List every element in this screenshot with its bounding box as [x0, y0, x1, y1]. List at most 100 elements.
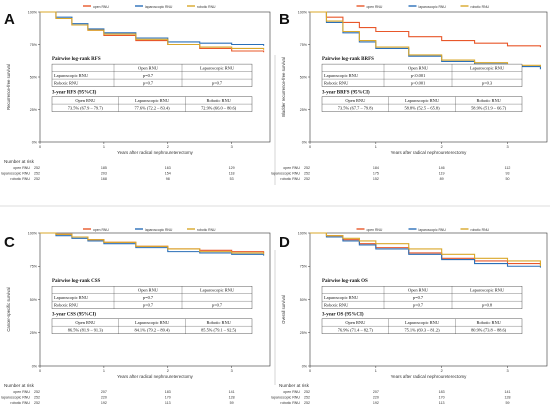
risk-count: 168 — [101, 177, 107, 181]
risk-row-label: open RNU — [283, 390, 300, 394]
pairwise-title: Pairwise log-rank CSS — [52, 279, 101, 284]
risk-count: 183 — [165, 390, 171, 394]
risk-count: 129 — [229, 166, 235, 170]
panel-letter: A — [4, 11, 15, 28]
risk-count: 154 — [165, 172, 171, 176]
three-year-value: 72.9% (66.0 – 80.6) — [201, 105, 237, 110]
risk-count: 89 — [440, 177, 444, 181]
x-axis-title: Years after radical nephroureterectomy — [117, 150, 194, 155]
risk-count: 252 — [304, 177, 310, 181]
y-axis-title: Recurrence-free survival — [6, 64, 11, 110]
three-year-header: Robotic RNU — [207, 98, 232, 103]
pairwise-p-value: p=0.8 — [482, 302, 493, 307]
pairwise-row-label: Robotic RNU — [54, 80, 79, 85]
y-tick-label: 100% — [28, 231, 38, 235]
legend-item: laparoscopic RNU — [419, 5, 447, 9]
risk-row-label: laparoscopic RNU — [1, 172, 30, 176]
risk-row-label: robotic RNU — [280, 401, 300, 405]
x-tick-label: 0 — [309, 369, 311, 373]
risk-count: 141 — [229, 390, 235, 394]
y-tick-label: 0% — [302, 364, 308, 368]
legend-item: open RNU — [367, 228, 383, 232]
risk-count: 207 — [101, 390, 107, 394]
pairwise-header: Open RNU — [138, 287, 159, 292]
three-year-title: 3-year OS (95%CI) — [322, 313, 364, 318]
pairwise-header: Open RNU — [408, 287, 429, 292]
risk-title: Number at risk — [279, 383, 310, 388]
risk-count: 50 — [506, 177, 510, 181]
y-tick-label: 50% — [300, 298, 308, 302]
pairwise-title: Pairwise log-rank OS — [322, 279, 368, 284]
pairwise-table — [51, 63, 253, 87]
x-tick-label: 1 — [375, 145, 377, 149]
y-tick-label: 50% — [300, 75, 308, 79]
risk-count: 252 — [34, 166, 40, 170]
risk-count: 170 — [165, 396, 171, 400]
pairwise-p-value: p<0.001 — [411, 80, 426, 85]
y-tick-label: 0% — [32, 364, 38, 368]
x-tick-label: 3 — [231, 369, 233, 373]
risk-count: 93 — [506, 172, 510, 176]
three-year-title: 3-year RFS (95%CI) — [52, 91, 97, 96]
risk-count: 252 — [304, 166, 310, 170]
pairwise-p-value: p=0.7 — [212, 302, 223, 307]
risk-count: 128 — [505, 396, 511, 400]
risk-count: 163 — [165, 166, 171, 170]
three-year-value: 80.9% (73.8 – 88.6) — [471, 327, 507, 332]
risk-count: 252 — [304, 172, 310, 176]
three-year-value: 77.6% (72.2 – 83.4) — [134, 105, 170, 110]
x-tick-label: 3 — [506, 369, 508, 373]
risk-title: Number at risk — [4, 159, 35, 164]
pairwise-header: Laparoscopic RNU — [200, 287, 235, 292]
pairwise-header: Laparoscopic RNU — [470, 287, 505, 292]
three-year-header: Laparoscopic RNU — [405, 98, 440, 103]
three-year-header: Laparoscopic RNU — [405, 320, 440, 325]
three-year-value: 86.5% (81.9 – 91.3) — [68, 327, 104, 332]
legend-item: robotic RNU — [471, 5, 490, 9]
three-year-header: Robotic RNU — [477, 98, 502, 103]
y-tick-label: 25% — [300, 331, 308, 335]
km-curve — [310, 11, 541, 48]
legend-item: laparoscopic RNU — [145, 5, 173, 9]
three-year-value: 73.5% (67.7 – 79.8) — [338, 105, 374, 110]
three-year-value: 58.9% (51.9 – 66.7) — [471, 105, 507, 110]
risk-count: 152 — [373, 177, 379, 181]
three-year-value: 58.8% (52.5 – 65.8) — [404, 105, 440, 110]
x-tick-label: 3 — [506, 145, 508, 149]
panel-letter: D — [279, 234, 290, 251]
y-tick-label: 50% — [30, 75, 38, 79]
pairwise-p-value: p=0.7 — [143, 73, 154, 78]
y-axis-title: Bladder recurrence-free survival — [281, 57, 286, 117]
risk-count: 119 — [439, 172, 445, 176]
risk-row-label: robotic RNU — [10, 177, 30, 181]
risk-count: 252 — [304, 390, 310, 394]
risk-count: 98 — [166, 177, 170, 181]
y-tick-label: 75% — [30, 265, 38, 269]
panel-letter: C — [4, 234, 15, 251]
pairwise-p-value: p=0.3 — [482, 80, 493, 85]
three-year-header: Open RNU — [75, 320, 96, 325]
x-tick-label: 2 — [441, 369, 443, 373]
risk-count: 59 — [230, 401, 234, 405]
risk-row-label: laparoscopic RNU — [1, 396, 30, 400]
risk-count: 220 — [373, 396, 379, 400]
risk-count: 203 — [101, 172, 107, 176]
legend-item: robotic RNU — [197, 5, 216, 9]
y-tick-label: 0% — [32, 140, 38, 144]
x-tick-label: 0 — [39, 369, 41, 373]
km-curve — [40, 232, 265, 255]
three-year-value: 84.1% (79.2 – 89.4) — [134, 327, 170, 332]
pairwise-row-label: Robotic RNU — [54, 302, 79, 307]
pairwise-table — [321, 63, 523, 87]
km-curve — [310, 11, 541, 67]
x-tick-label: 2 — [441, 145, 443, 149]
risk-row-label: open RNU — [283, 166, 300, 170]
y-tick-label: 75% — [300, 43, 308, 47]
km-curve — [40, 11, 265, 50]
risk-count: 118 — [229, 172, 235, 176]
three-year-header: Robotic RNU — [207, 320, 232, 325]
three-year-header: Open RNU — [345, 98, 366, 103]
three-year-header: Open RNU — [75, 98, 96, 103]
pairwise-header: Laparoscopic RNU — [200, 65, 235, 70]
